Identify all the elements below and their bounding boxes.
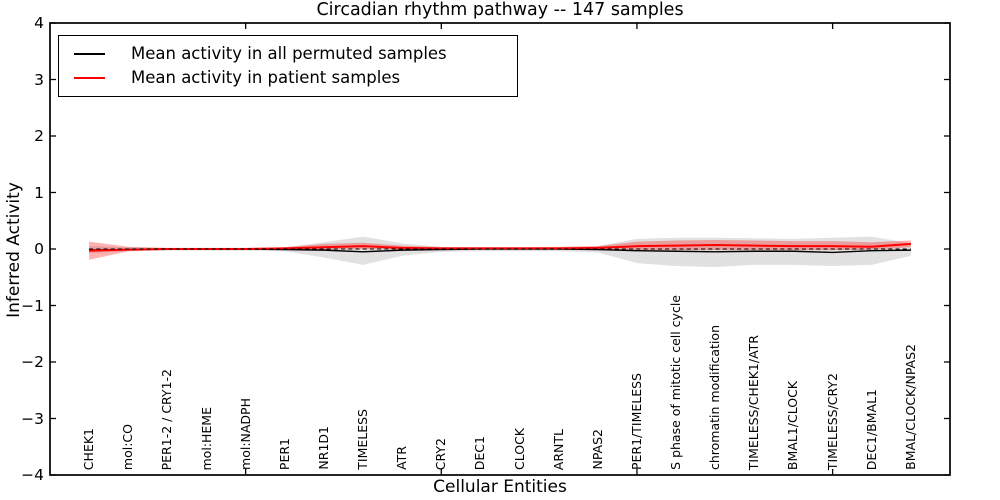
chart-title: Circadian rhythm pathway -- 147 samples: [316, 0, 684, 20]
x-tick-label: CLOCK: [511, 427, 527, 470]
legend: Mean activity in all permuted samples Me…: [58, 35, 518, 97]
x-tick-label: mol:NADPH: [237, 398, 253, 470]
x-tick-label: CHEK1: [81, 427, 97, 470]
x-tick-label: PER1/TIMELESS: [628, 372, 644, 470]
y-tick-label: 4: [34, 14, 44, 32]
y-tick-label: −2: [21, 353, 44, 371]
x-tick-label: BMAL/CLOCK/NPAS2: [902, 344, 918, 470]
x-tick-label: ARNTL: [550, 428, 566, 470]
x-tick-label: mol:HEME: [198, 406, 214, 471]
tick-marks: [50, 22, 950, 476]
y-tick-label: −3: [21, 409, 44, 428]
x-tick-label: NPAS2: [589, 429, 605, 470]
x-tick-label: NR1D1: [315, 426, 331, 470]
x-axis-label: Cellular Entities: [433, 477, 567, 497]
x-tick-label: BMAL1/CLOCK: [785, 380, 801, 470]
x-tick-label: PER1: [276, 437, 292, 470]
x-tick-label: chromatin modification: [707, 325, 723, 470]
x-tick-label: DEC1: [472, 435, 488, 470]
legend-label-permuted: Mean activity in all permuted samples: [131, 44, 447, 63]
legend-line-patient-icon: [74, 77, 105, 79]
legend-line-permuted-icon: [74, 53, 105, 55]
x-tick-label: DEC1/BMAL1: [863, 388, 879, 470]
y-tick-label: −4: [21, 466, 44, 484]
x-tick-label: PER1-2 / CRY1-2: [159, 368, 175, 470]
x-tick-label: S phase of mitotic cell cycle: [668, 295, 684, 470]
y-tick-label: 3: [34, 70, 44, 89]
x-tick-label: CRY2: [433, 437, 449, 470]
legend-label-patient: Mean activity in patient samples: [131, 68, 401, 87]
x-tick-label: ATR: [394, 446, 410, 470]
y-tick-label: −1: [21, 296, 44, 315]
y-tick-label: 2: [34, 127, 44, 145]
x-tick-label: TIMELESS/CHEK1/ATR: [746, 334, 762, 470]
x-tick-label: mol:CO: [120, 423, 136, 470]
y-tick-label: 1: [34, 183, 44, 202]
x-tick-label: TIMELESS/CRY2: [824, 372, 840, 470]
legend-item-patient: Mean activity in patient samples: [59, 67, 517, 89]
x-tick-label: TIMELESS: [355, 409, 371, 470]
y-tick-label: 0: [34, 240, 44, 258]
legend-item-permuted: Mean activity in all permuted samples: [59, 43, 517, 65]
